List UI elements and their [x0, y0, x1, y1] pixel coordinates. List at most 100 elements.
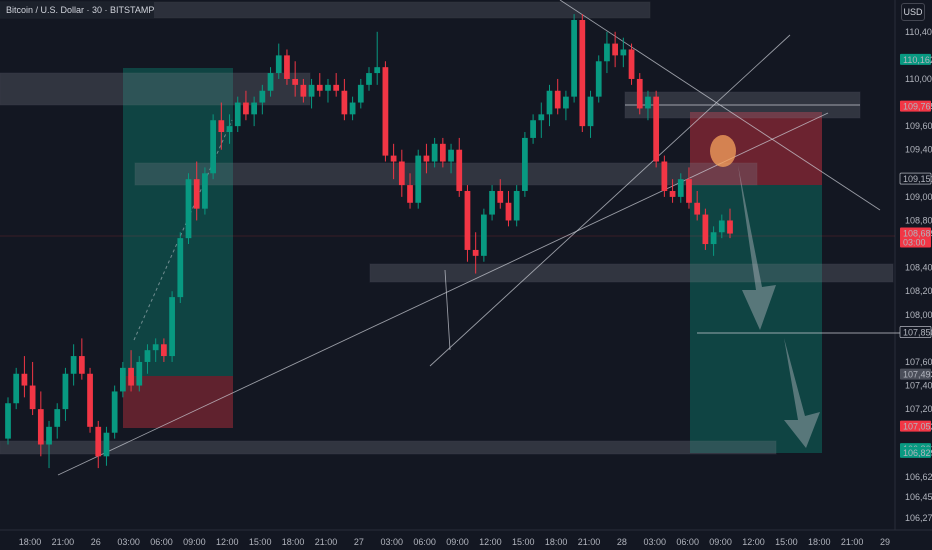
entry-marker — [710, 135, 736, 167]
candle-body — [513, 190, 520, 221]
candle — [431, 137, 438, 168]
candle-body — [464, 190, 471, 250]
down-arrow — [738, 165, 776, 330]
candle — [628, 43, 635, 85]
candle — [87, 367, 93, 433]
price-tag-label: 109,151 — [903, 174, 932, 184]
candle — [333, 73, 340, 97]
price-tag-label: 107,052 — [903, 422, 932, 432]
candle — [366, 67, 372, 91]
candle-body — [46, 426, 52, 445]
time-tick-label: 15:00 — [249, 537, 272, 547]
time-tick-label: 12:00 — [479, 537, 502, 547]
candle-body — [374, 67, 381, 74]
currency-button[interactable]: USD — [901, 3, 925, 21]
candle-body — [300, 84, 307, 97]
candle — [489, 185, 495, 221]
candle — [37, 391, 44, 457]
position-zones — [123, 68, 822, 453]
candle-body — [259, 90, 266, 103]
time-tick-label: 03:00 — [117, 537, 140, 547]
candle-body — [357, 84, 364, 103]
candle-body — [21, 373, 28, 386]
candle-body — [226, 126, 233, 133]
candle-body — [111, 391, 118, 433]
candle-body — [694, 202, 701, 215]
time-tick-label: 18:00 — [19, 537, 42, 547]
candle-body — [636, 78, 643, 109]
candle-body — [415, 155, 422, 203]
candle — [407, 173, 413, 209]
candle — [415, 149, 422, 209]
candle — [275, 43, 282, 79]
candle-body — [710, 232, 717, 245]
price-tick-label: 107,200 — [905, 404, 932, 414]
zone-box — [369, 263, 894, 283]
candle-body — [382, 67, 389, 156]
candle-body — [37, 409, 44, 445]
candle-body — [669, 190, 676, 197]
candle — [243, 90, 249, 121]
candle — [595, 55, 602, 103]
price-tick-label: 109,000 — [905, 192, 932, 202]
candle — [300, 78, 307, 103]
candle — [357, 78, 364, 109]
candle-body — [251, 102, 258, 115]
candle — [284, 49, 290, 85]
candle-body — [119, 367, 126, 392]
candle-body — [505, 202, 512, 221]
long-profit-zone — [123, 68, 233, 376]
candle-body — [29, 385, 36, 410]
candle — [480, 208, 487, 262]
candle-body — [595, 61, 602, 97]
candle-body — [571, 20, 577, 97]
candle — [669, 179, 676, 203]
candle-body — [308, 84, 315, 97]
price-tick-label: 106,275 — [905, 513, 932, 523]
price-axis: 110,400 110,000 109,600 109,400 109,000 108,8… — [905, 27, 932, 523]
candle — [325, 78, 331, 103]
candle — [136, 356, 143, 392]
price-tag-label: 110,162 — [903, 55, 932, 65]
price-tag — [900, 227, 931, 248]
candle — [226, 114, 233, 144]
candle — [661, 155, 668, 197]
candle — [185, 173, 192, 245]
candle-body — [727, 220, 733, 234]
trend-lines — [0, 0, 900, 476]
candle — [210, 114, 216, 180]
price-tick-label: 106,625 — [905, 472, 932, 482]
price-tag-label: 107,493 — [903, 370, 932, 380]
candle-body — [136, 361, 143, 386]
candle-body — [95, 426, 102, 457]
trend-line — [429, 34, 791, 367]
time-tick-label: 12:00 — [742, 537, 765, 547]
candle-body — [341, 90, 348, 115]
candle-body — [234, 102, 241, 127]
candle-body — [398, 161, 405, 186]
time-tick-label: 21:00 — [578, 537, 601, 547]
candle-body — [177, 238, 184, 298]
candle — [251, 96, 258, 127]
time-tick-label: 18:00 — [808, 537, 831, 547]
candle-body — [587, 96, 594, 127]
candle — [464, 185, 471, 262]
price-tag — [900, 53, 931, 65]
candle — [152, 338, 159, 362]
candle — [579, 14, 586, 133]
candle-body — [210, 120, 216, 174]
candle-body — [431, 143, 438, 162]
candle — [234, 96, 241, 133]
price-tick-label: 108,200 — [905, 286, 932, 296]
candle-body — [563, 96, 569, 109]
candle-body — [448, 149, 454, 162]
candle — [653, 90, 660, 168]
candle — [341, 78, 348, 121]
price-tag-label: 109,765 — [903, 102, 932, 112]
candle-body — [546, 90, 553, 115]
candle-body — [144, 350, 151, 362]
candle-body — [522, 137, 528, 191]
candle — [423, 143, 430, 174]
candle — [128, 350, 134, 392]
